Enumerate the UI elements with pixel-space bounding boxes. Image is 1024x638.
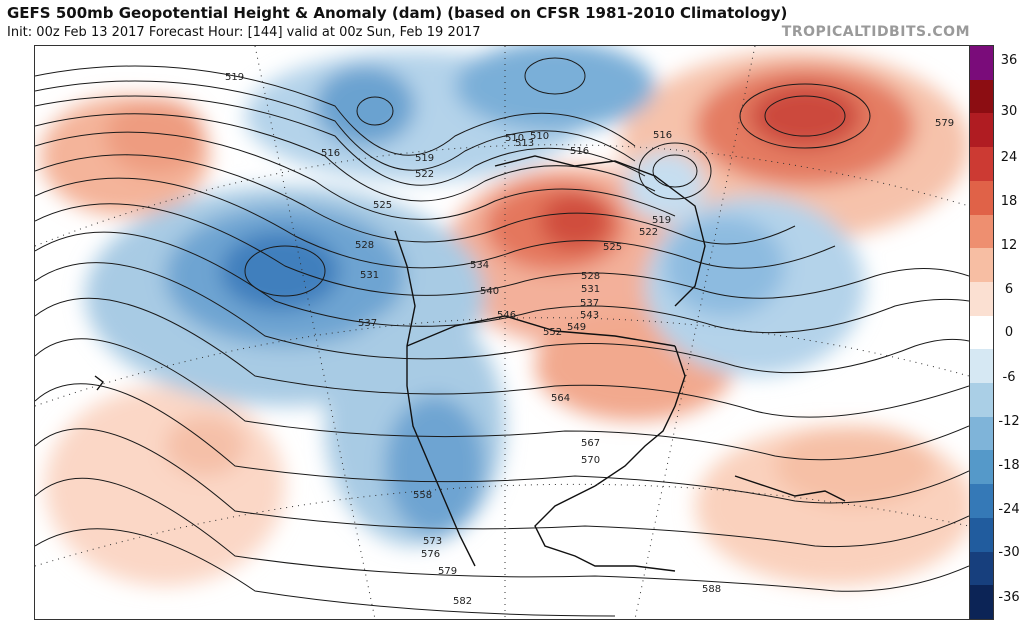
scale-segment [970, 248, 993, 282]
contour-label: 510 [505, 133, 524, 144]
contour-label: 525 [603, 242, 622, 253]
contour-label: 567 [581, 438, 600, 449]
scale-segment [970, 147, 993, 181]
contour-label: 573 [423, 536, 442, 547]
height-contours [35, 57, 969, 617]
credit-watermark: TROPICALTIDBITS.COM [781, 24, 970, 40]
graticule [35, 46, 969, 619]
contour-label: 588 [702, 584, 721, 595]
contour-label: 516 [653, 130, 672, 141]
scale-tick: 30 [1000, 104, 1018, 119]
scale-segment [970, 281, 993, 316]
scale-segment [970, 79, 993, 114]
scale-tick: -24 [998, 502, 1020, 517]
scale-tick: 24 [1000, 150, 1018, 165]
contour-label: 579 [935, 118, 954, 129]
contour-label: 528 [355, 240, 374, 251]
contour-label: 510 [530, 131, 549, 142]
scale-segment [970, 484, 993, 518]
scale-segment [970, 450, 993, 485]
scale-segment [970, 113, 993, 148]
map-title: GEFS 500mb Geopotential Height & Anomaly… [7, 4, 788, 22]
coastlines [94, 155, 846, 572]
scale-tick: 6 [1004, 282, 1014, 297]
scale-tick: -36 [998, 590, 1020, 605]
scale-segment [970, 416, 993, 451]
scale-tick: 12 [1000, 238, 1018, 253]
scale-tick: -12 [998, 414, 1020, 429]
contour-label: 519 [415, 153, 434, 164]
scale-tick: 36 [1000, 53, 1018, 68]
scale-segment [970, 214, 993, 249]
scale-tick: -30 [998, 545, 1020, 560]
contour-label: 519 [225, 72, 244, 83]
map-subtitle: Init: 00z Feb 13 2017 Forecast Hour: [14… [7, 25, 481, 40]
contour-label: 519 [652, 215, 671, 226]
contour-label: 531 [581, 284, 600, 295]
scale-segment [970, 517, 993, 552]
scale-tick: 18 [1000, 194, 1018, 209]
contour-label: 546 [497, 310, 516, 321]
scale-tick: 0 [1004, 325, 1014, 340]
scale-segment [970, 349, 993, 384]
contour-label: 522 [415, 169, 434, 180]
contour-label: 540 [480, 286, 499, 297]
color-scale-bar [969, 45, 994, 620]
contour-label: 570 [581, 455, 600, 466]
scale-segment [970, 551, 993, 586]
contour-label: 516 [570, 146, 589, 157]
contour-label: 576 [421, 549, 440, 560]
contour-label: 522 [639, 227, 658, 238]
contour-label: 582 [453, 596, 472, 607]
contour-label: 513 [515, 138, 534, 149]
scale-tick: -6 [1002, 370, 1016, 385]
map-panel: 519 516 510 513 510 516 516 519 522 525 … [34, 45, 970, 620]
scale-segment [970, 46, 993, 80]
anomaly-map: 519 516 510 513 510 516 516 519 522 525 … [35, 46, 969, 619]
contour-label: 534 [470, 260, 489, 271]
contour-label: 564 [551, 393, 570, 404]
contour-label: 543 [580, 310, 599, 321]
contour-label: 549 [567, 322, 586, 333]
scale-tick: -18 [998, 458, 1020, 473]
contour-label: 552 [543, 327, 562, 338]
contour-label: 579 [438, 566, 457, 577]
scale-segment [970, 180, 993, 215]
contour-label: 537 [580, 298, 599, 309]
contour-label: 537 [358, 318, 377, 329]
contour-label: 531 [360, 270, 379, 281]
contour-labels: 519 516 510 513 510 516 516 519 522 525 … [225, 72, 954, 607]
scale-segment [970, 315, 993, 350]
contour-label: 528 [581, 271, 600, 282]
contour-label: 525 [373, 200, 392, 211]
contour-label: 558 [413, 490, 432, 501]
contour-label: 516 [321, 148, 340, 159]
scale-segment [970, 585, 993, 619]
scale-segment [970, 383, 993, 417]
